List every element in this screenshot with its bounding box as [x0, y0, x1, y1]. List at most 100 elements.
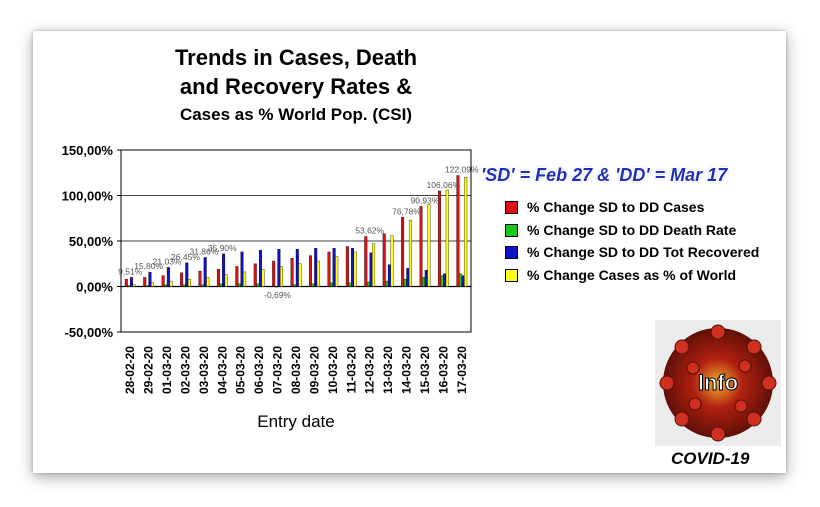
bar — [406, 268, 410, 287]
bar — [364, 236, 368, 287]
data-label: 31,86% — [189, 246, 218, 256]
bar — [151, 282, 155, 287]
bar — [166, 267, 170, 287]
bar — [258, 249, 262, 287]
bar — [332, 248, 336, 287]
legend-label: % Change Cases as % of World — [527, 266, 737, 283]
x-tick-label: 02-03-20 — [178, 346, 192, 394]
data-label: 122,09% — [445, 164, 479, 174]
chart-title: Trends in Cases, Death — [174, 45, 418, 70]
bar — [219, 283, 223, 287]
chart-subtitle: Cases as % World Pop. (CSI) — [179, 105, 413, 124]
bar — [130, 277, 133, 287]
bar — [132, 284, 136, 287]
x-tick-label: 14-03-20 — [400, 346, 414, 394]
x-tick-label: 03-03-20 — [197, 346, 211, 394]
legend-label: % Change SD to DD Cases — [527, 199, 705, 215]
bar — [330, 282, 334, 287]
bar — [256, 283, 260, 287]
x-tick-label: 04-03-20 — [215, 346, 229, 394]
bar — [422, 277, 426, 287]
bar — [127, 285, 131, 287]
bar — [385, 280, 389, 287]
virus-info-text: Info — [698, 370, 738, 395]
bar — [401, 217, 405, 287]
bar — [335, 256, 339, 287]
bar — [235, 266, 239, 287]
bar — [161, 275, 165, 287]
bar-chart: -50,00% 0,00% 50,00% 100,00% 150,00% 28-02-20… — [62, 143, 479, 431]
bar — [456, 175, 460, 287]
bar — [180, 272, 184, 287]
bar — [443, 273, 447, 287]
bar — [445, 189, 449, 287]
x-tick-label: 08-03-20 — [289, 346, 303, 394]
bar — [390, 235, 394, 287]
bar — [366, 281, 370, 287]
bar — [351, 248, 355, 287]
bar — [187, 279, 191, 287]
bar — [369, 252, 373, 287]
bar — [316, 260, 320, 287]
legend-swatch — [505, 268, 518, 282]
x-axis-label: Entry date — [257, 412, 335, 431]
bar — [408, 219, 412, 287]
legend-swatch — [505, 201, 518, 214]
bar — [345, 246, 349, 287]
x-tick-label: 12-03-20 — [363, 346, 377, 394]
bar — [348, 282, 352, 287]
bar — [237, 283, 241, 287]
legend-label: % Change SD to DD Tot Recovered — [527, 244, 760, 260]
bar — [182, 284, 186, 287]
legend-label: % Change SD to DD Death Rate — [527, 221, 737, 238]
x-tick-label: 15-03-20 — [418, 346, 432, 394]
x-tick-label: 17-03-20 — [455, 346, 469, 394]
bar — [169, 280, 173, 287]
data-label: 35,90% — [208, 243, 237, 253]
bar — [387, 264, 391, 287]
x-tick-label: 01-03-20 — [160, 346, 174, 394]
bar — [274, 286, 278, 288]
bar — [295, 249, 299, 287]
bar — [277, 249, 281, 287]
bar — [143, 277, 147, 287]
bar — [293, 284, 297, 287]
data-label: 26,45% — [171, 252, 200, 262]
bar — [440, 275, 444, 287]
chart-card: Trends in Cases, Death and Recovery Rates… — [33, 31, 786, 473]
y-tick-label: 100,00% — [62, 189, 114, 204]
x-tick-label: 28-02-20 — [123, 346, 137, 394]
bar — [222, 253, 226, 287]
bar — [261, 269, 265, 287]
bar — [382, 233, 386, 287]
data-label: 9,51% — [118, 266, 143, 276]
bar — [353, 251, 357, 287]
x-tick-label: 05-03-20 — [234, 346, 248, 394]
x-tick-label: 06-03-20 — [252, 346, 266, 394]
bar — [309, 255, 312, 287]
x-tick-label: 07-03-20 — [271, 346, 285, 394]
x-tick-label: 13-03-20 — [381, 346, 395, 394]
data-label: 106,06% — [427, 180, 461, 190]
chart-title-line-2: and Recovery Rates & — [179, 74, 413, 99]
bar — [437, 190, 441, 287]
data-label: 76,78% — [392, 206, 421, 216]
data-label: 15,80% — [134, 261, 163, 271]
bar — [253, 263, 257, 287]
bar — [403, 279, 407, 287]
bar — [145, 285, 149, 287]
bar — [272, 260, 276, 287]
bar — [164, 284, 168, 287]
data-label: 90,93% — [411, 195, 440, 205]
bar — [298, 263, 302, 287]
x-tick-label: 11-03-20 — [344, 346, 358, 394]
bar — [280, 266, 283, 287]
bar — [459, 273, 462, 287]
bar — [240, 251, 244, 287]
y-tick-label: 50,00% — [69, 234, 114, 249]
covid-info-image: Info — [655, 320, 781, 446]
bar — [216, 269, 220, 287]
y-tick-label: -50,00% — [65, 325, 114, 340]
data-label: 21,03% — [153, 256, 182, 266]
bar — [290, 258, 294, 287]
